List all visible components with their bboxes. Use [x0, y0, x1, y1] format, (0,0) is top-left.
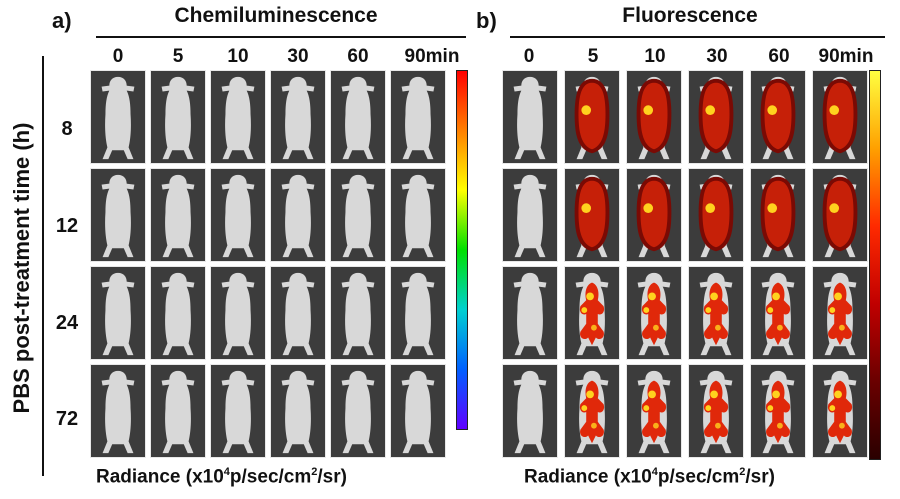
row-label: 12: [55, 215, 79, 237]
chemiluminescence-mouse-image: [210, 364, 266, 458]
fluorescence-mouse-image: [688, 70, 744, 164]
chemiluminescence-mouse-image: [390, 266, 446, 360]
chemiluminescence-mouse-image: [390, 168, 446, 262]
chemiluminescence-mouse-image: [270, 70, 326, 164]
chemiluminescence-mouse-image: [150, 364, 206, 458]
panel-b-col-label: 30: [706, 46, 728, 67]
chemiluminescence-mouse-image: [330, 70, 386, 164]
panel-b-col-label: 5: [587, 46, 599, 67]
fluorescence-mouse-image: [626, 70, 682, 164]
fluorescence-mouse-image: [812, 364, 868, 458]
panel-a-col-label: 90min: [404, 46, 460, 67]
panel-b-col-label: 10: [644, 46, 666, 67]
panel-b-col-label: 90min: [818, 46, 874, 67]
panel-b-title: Fluorescence: [622, 4, 758, 27]
fluorescence-mouse-image: [502, 168, 558, 262]
chemiluminescence-mouse-image: [210, 70, 266, 164]
fluorescence-mouse-image: [812, 70, 868, 164]
fluorescence-mouse-image: [626, 266, 682, 360]
chemiluminescence-mouse-image: [90, 168, 146, 262]
panel-a-title-rule: [96, 36, 466, 38]
panel-a-col-label: 60: [347, 46, 369, 67]
fluorescence-mouse-image: [564, 266, 620, 360]
panel-a-col-label: 0: [112, 46, 124, 67]
fluorescence-mouse-image: [564, 364, 620, 458]
chemiluminescence-mouse-image: [390, 70, 446, 164]
fluorescence-mouse-image: [750, 168, 806, 262]
chemiluminescence-color-scale-bar: [456, 70, 468, 430]
chemiluminescence-mouse-image: [150, 70, 206, 164]
row-label: 24: [55, 312, 79, 334]
fluorescence-mouse-image: [626, 168, 682, 262]
panel-a-col-label: 5: [172, 46, 184, 67]
chemiluminescence-mouse-image: [270, 364, 326, 458]
chemiluminescence-mouse-image: [210, 168, 266, 262]
fluorescence-mouse-image: [688, 364, 744, 458]
panel-a-col-label: 30: [287, 46, 309, 67]
chemiluminescence-mouse-image: [150, 266, 206, 360]
fluorescence-mouse-image: [502, 364, 558, 458]
fluorescence-mouse-image: [626, 364, 682, 458]
panel-a-title: Chemiluminescence: [174, 4, 378, 27]
panel-a-radiance-label: Radiance (x104p/sec/cm2/sr): [96, 466, 347, 488]
panel-a-letter: a): [52, 8, 72, 33]
chemiluminescence-mouse-image: [90, 70, 146, 164]
panel-b-title-rule: [510, 36, 885, 38]
fluorescence-mouse-image: [812, 266, 868, 360]
y-axis-label: PBS post-treatment time (h): [9, 122, 34, 414]
fluorescence-mouse-image: [688, 266, 744, 360]
chemiluminescence-mouse-image: [330, 266, 386, 360]
chemiluminescence-mouse-image: [270, 168, 326, 262]
chemiluminescence-mouse-image: [330, 168, 386, 262]
chemiluminescence-mouse-image: [270, 266, 326, 360]
chemiluminescence-mouse-image: [150, 168, 206, 262]
panel-b-col-label: 60: [768, 46, 790, 67]
fluorescence-color-scale-bar: [869, 70, 881, 460]
fluorescence-mouse-image: [564, 168, 620, 262]
chemiluminescence-mouse-image: [210, 266, 266, 360]
fluorescence-mouse-image: [502, 70, 558, 164]
panel-b-radiance-label: Radiance (x104p/sec/cm2/sr): [524, 466, 775, 488]
panel-b-letter: b): [476, 8, 497, 33]
chemiluminescence-mouse-image: [90, 266, 146, 360]
fluorescence-mouse-image: [812, 168, 868, 262]
chemiluminescence-mouse-image: [330, 364, 386, 458]
panel-a-col-label: 10: [227, 46, 249, 67]
chemiluminescence-mouse-image: [390, 364, 446, 458]
chemiluminescence-mouse-image: [90, 364, 146, 458]
panel-b-col-label: 0: [523, 46, 535, 67]
fluorescence-mouse-image: [750, 266, 806, 360]
fluorescence-mouse-image: [688, 168, 744, 262]
fluorescence-mouse-image: [750, 70, 806, 164]
row-label: 72: [55, 408, 79, 430]
fluorescence-mouse-image: [502, 266, 558, 360]
fluorescence-mouse-image: [750, 364, 806, 458]
y-axis-rule: [42, 56, 44, 476]
fluorescence-mouse-image: [564, 70, 620, 164]
row-label: 8: [61, 118, 73, 140]
